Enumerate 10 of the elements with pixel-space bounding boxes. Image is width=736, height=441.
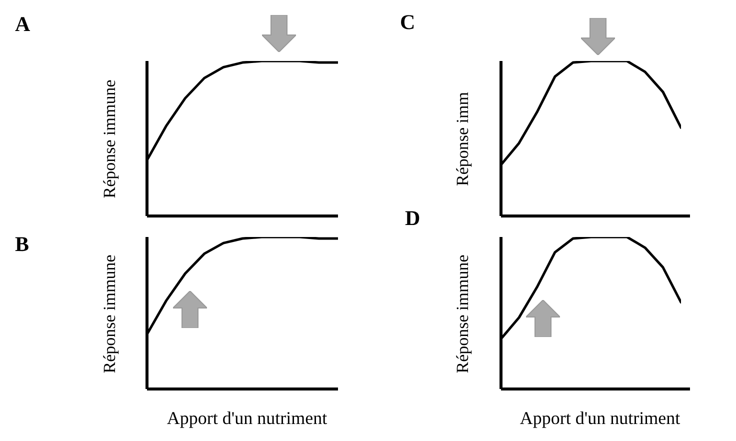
y-axis-title: Réponse immune	[453, 253, 473, 375]
chart-title: A	[15, 12, 30, 37]
y-axis-title: Réponse imm	[453, 91, 473, 188]
y-axis-title: Réponse immune	[100, 78, 120, 200]
x-axis-title: Apport d'un nutriment	[166, 408, 328, 429]
chart-title: D	[405, 206, 420, 231]
x-axis-title: Apport d'un nutriment	[518, 408, 682, 429]
y-axis-title: Réponse immune	[100, 253, 120, 375]
chart-title: C	[400, 10, 416, 35]
chart-title: B	[15, 232, 30, 257]
